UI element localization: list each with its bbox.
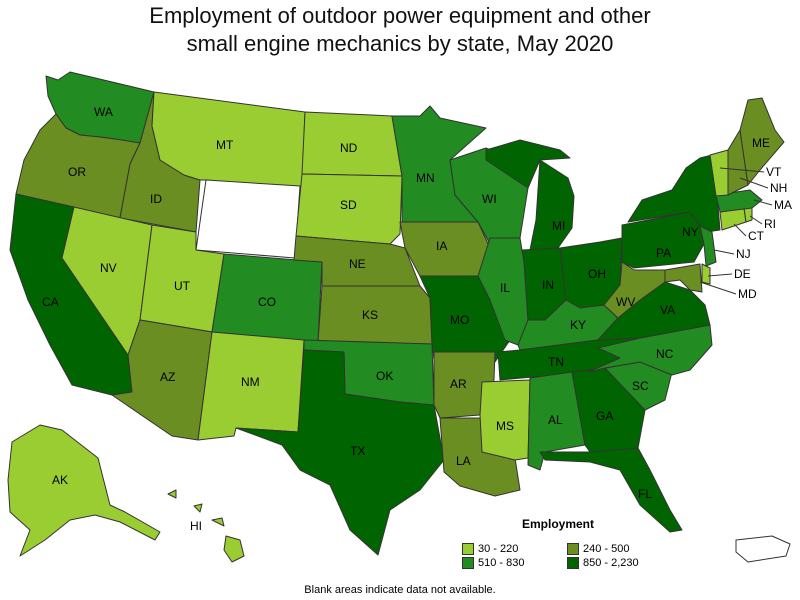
label-NC: NC xyxy=(656,347,674,361)
legend-item-1: 30 - 220 xyxy=(462,543,567,555)
label-IN: IN xyxy=(542,278,554,292)
label-UT: UT xyxy=(174,279,191,293)
legend-swatch-3 xyxy=(462,557,474,569)
leader-MA xyxy=(753,199,773,206)
label-RI: RI xyxy=(764,217,776,231)
label-WA: WA xyxy=(94,105,113,119)
label-NY: NY xyxy=(682,225,699,239)
label-MO: MO xyxy=(450,313,469,327)
label-VT: VT xyxy=(766,165,782,179)
label-AK: AK xyxy=(52,473,68,487)
label-KY: KY xyxy=(570,318,586,332)
label-LA: LA xyxy=(456,454,471,468)
state-AK[interactable] xyxy=(7,424,161,557)
leader-MD xyxy=(699,281,737,295)
label-IA: IA xyxy=(436,239,447,253)
label-IL: IL xyxy=(500,281,510,295)
label-ME: ME xyxy=(752,136,770,150)
legend: Employment 30 - 220 240 - 500 510 - 830 … xyxy=(462,517,662,569)
state-HI[interactable] xyxy=(167,489,245,563)
label-MS: MS xyxy=(496,419,514,433)
label-GA: GA xyxy=(596,409,613,423)
state-PR[interactable] xyxy=(735,535,791,563)
state-NJ[interactable] xyxy=(699,225,717,267)
label-NJ: NJ xyxy=(736,247,751,261)
state-TX[interactable] xyxy=(235,349,445,556)
label-NM: NM xyxy=(241,375,260,389)
legend-title: Employment xyxy=(522,517,595,531)
label-AL: AL xyxy=(548,413,563,427)
label-CA: CA xyxy=(42,295,59,309)
legend-label-3: 510 - 830 xyxy=(478,557,525,569)
label-SC: SC xyxy=(632,379,649,393)
leader-NJ xyxy=(713,249,735,255)
label-AZ: AZ xyxy=(160,370,175,384)
leader-DE xyxy=(707,273,733,277)
state-MI[interactable] xyxy=(485,139,575,251)
label-KS: KS xyxy=(362,308,378,322)
label-OK: OK xyxy=(376,369,393,383)
state-ME[interactable] xyxy=(739,97,785,186)
label-ND: ND xyxy=(340,141,358,155)
leader-NH xyxy=(739,177,769,189)
label-HI: HI xyxy=(190,519,202,533)
label-AR: AR xyxy=(450,377,467,391)
legend-swatch-1 xyxy=(462,543,474,555)
label-TN: TN xyxy=(548,355,564,369)
label-VA: VA xyxy=(660,303,675,317)
legend-swatch-2 xyxy=(567,543,579,555)
state-labels: WA OR CA ID NV MT UT AZ CO NM ND SD NE K… xyxy=(42,105,792,533)
label-TX: TX xyxy=(350,444,365,458)
label-MN: MN xyxy=(416,171,435,185)
label-NH: NH xyxy=(770,181,787,195)
label-DE: DE xyxy=(734,267,751,281)
leader-RI xyxy=(749,215,763,225)
map-title: Employment of outdoor power equipment an… xyxy=(0,2,800,58)
state-FL[interactable] xyxy=(539,447,683,533)
legend-item-4: 850 - 2,230 xyxy=(567,557,662,569)
state-MD[interactable] xyxy=(664,263,703,293)
title-line-1: Employment of outdoor power equipment an… xyxy=(149,3,651,28)
label-MI: MI xyxy=(552,219,565,233)
label-ID: ID xyxy=(150,192,162,206)
leader-VT xyxy=(719,167,765,173)
label-MT: MT xyxy=(216,138,234,152)
label-WI: WI xyxy=(482,192,497,206)
label-SD: SD xyxy=(340,198,357,212)
label-WV: WV xyxy=(616,295,635,309)
label-FL: FL xyxy=(638,487,652,501)
state-WY[interactable] xyxy=(195,179,301,259)
label-CT: CT xyxy=(748,229,765,243)
label-OR: OR xyxy=(68,165,86,179)
label-NV: NV xyxy=(100,261,117,275)
label-CO: CO xyxy=(258,295,276,309)
label-PA: PA xyxy=(656,246,671,260)
leader-CT xyxy=(733,223,747,237)
leader-lines xyxy=(699,167,773,295)
state-DE[interactable] xyxy=(701,263,711,285)
legend-label-1: 30 - 220 xyxy=(478,543,519,555)
footnote: Blank areas indicate data not available. xyxy=(304,584,496,596)
label-NE: NE xyxy=(349,257,366,271)
legend-item-3: 510 - 830 xyxy=(462,557,567,569)
title-line-2: small engine mechanics by state, May 202… xyxy=(186,31,614,56)
label-MD: MD xyxy=(738,287,757,301)
legend-label-4: 850 - 2,230 xyxy=(583,557,639,569)
legend-swatch-4 xyxy=(567,557,579,569)
state-RI[interactable] xyxy=(743,207,753,223)
legend-label-2: 240 - 500 xyxy=(583,543,630,555)
label-OH: OH xyxy=(588,267,606,281)
state-shapes xyxy=(7,71,791,563)
state-SD[interactable] xyxy=(295,173,403,245)
legend-item-2: 240 - 500 xyxy=(567,543,662,555)
label-MA: MA xyxy=(774,198,792,212)
